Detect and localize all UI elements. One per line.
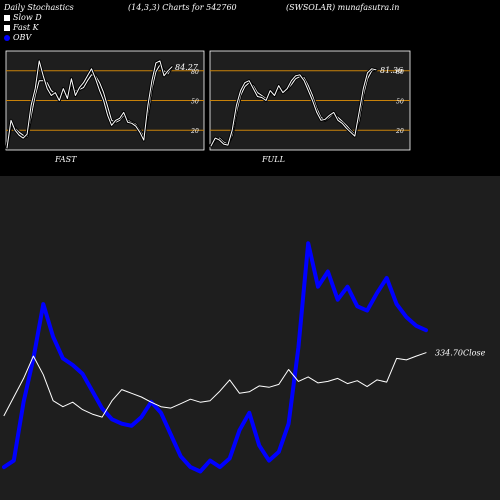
obv-panel-background xyxy=(0,176,500,500)
legend-obv: OBV xyxy=(4,33,31,42)
gridline-label-80: 80 xyxy=(191,69,199,76)
gridline-label-50: 50 xyxy=(396,99,404,106)
legend-slow-d: Slow D xyxy=(4,13,42,22)
slow-d-line xyxy=(210,69,377,146)
circle-swatch-icon xyxy=(4,34,10,41)
chart-header-right: (SWSOLAR) munafasutra.in xyxy=(286,3,400,12)
obv-price-panel: 334.70Close xyxy=(0,176,500,500)
close-price-line xyxy=(3,352,427,418)
square-swatch-icon xyxy=(4,24,10,31)
legend-label-obv: OBV xyxy=(13,33,32,42)
panel-title: FAST xyxy=(54,155,77,164)
fast-k-line xyxy=(6,60,173,149)
legend-label-slow-d: Slow D xyxy=(13,13,42,22)
close-price-label: 334.70Close xyxy=(435,349,486,358)
last-value-label: 81.36 xyxy=(380,66,403,75)
legend-fast-k: Fast K xyxy=(4,23,39,32)
gridline-label-20: 20 xyxy=(190,128,199,135)
legend-label-fast-k: Fast K xyxy=(13,23,39,32)
panel-title: FULL xyxy=(261,155,285,164)
obv-line xyxy=(2,241,428,474)
fast-k-line xyxy=(210,68,377,147)
chart-header-center: (14,3,3) Charts for 542760 xyxy=(128,3,237,12)
gridline-label-50: 50 xyxy=(191,99,199,106)
chart-header-left: Daily Stochastics xyxy=(4,3,74,12)
gridline-label-20: 20 xyxy=(395,128,404,135)
last-value-label: 84.27 xyxy=(175,63,199,72)
gridline-label-80: 80 xyxy=(396,69,404,76)
square-swatch-icon xyxy=(4,14,10,21)
